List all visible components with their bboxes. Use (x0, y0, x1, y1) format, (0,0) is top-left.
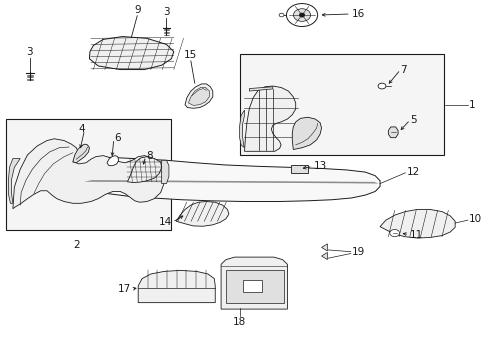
Text: 15: 15 (184, 50, 197, 60)
Text: 11: 11 (409, 230, 423, 239)
Polygon shape (221, 257, 287, 309)
Text: 6: 6 (114, 133, 120, 143)
Text: 2: 2 (73, 240, 80, 250)
Text: 9: 9 (134, 5, 140, 15)
Text: 10: 10 (468, 215, 481, 224)
Circle shape (389, 229, 399, 237)
Polygon shape (176, 202, 228, 226)
Bar (239, 54, 444, 155)
Polygon shape (321, 244, 327, 251)
Polygon shape (249, 87, 272, 91)
Bar (243, 280, 261, 292)
Polygon shape (239, 110, 244, 148)
Text: 8: 8 (146, 150, 152, 161)
Polygon shape (89, 37, 173, 69)
Circle shape (377, 83, 385, 89)
Text: 7: 7 (400, 64, 407, 75)
Bar (5, 119, 171, 230)
Polygon shape (13, 139, 163, 209)
Text: 18: 18 (232, 317, 246, 327)
Text: 13: 13 (313, 161, 326, 171)
Circle shape (279, 13, 284, 17)
Polygon shape (161, 160, 168, 184)
Circle shape (299, 13, 304, 17)
Polygon shape (321, 252, 327, 260)
Bar (225, 270, 283, 303)
Text: 5: 5 (409, 115, 416, 125)
Text: 3: 3 (163, 7, 169, 17)
Text: 12: 12 (406, 167, 419, 177)
Polygon shape (184, 84, 212, 108)
Text: 4: 4 (78, 124, 85, 134)
Text: 1: 1 (468, 100, 474, 110)
Circle shape (286, 4, 317, 27)
Circle shape (293, 9, 310, 21)
Polygon shape (81, 157, 379, 202)
FancyBboxPatch shape (291, 165, 307, 173)
Polygon shape (73, 144, 89, 163)
Polygon shape (107, 156, 119, 166)
Polygon shape (8, 158, 20, 203)
Polygon shape (379, 210, 454, 238)
Text: 19: 19 (351, 247, 364, 257)
Polygon shape (127, 157, 161, 183)
Polygon shape (138, 270, 215, 303)
Text: 14: 14 (159, 217, 172, 227)
Polygon shape (292, 117, 321, 149)
Text: 17: 17 (118, 284, 131, 294)
Polygon shape (244, 86, 295, 151)
Text: 16: 16 (351, 9, 364, 19)
Polygon shape (387, 127, 397, 138)
Text: 3: 3 (26, 48, 33, 57)
Polygon shape (188, 87, 209, 105)
